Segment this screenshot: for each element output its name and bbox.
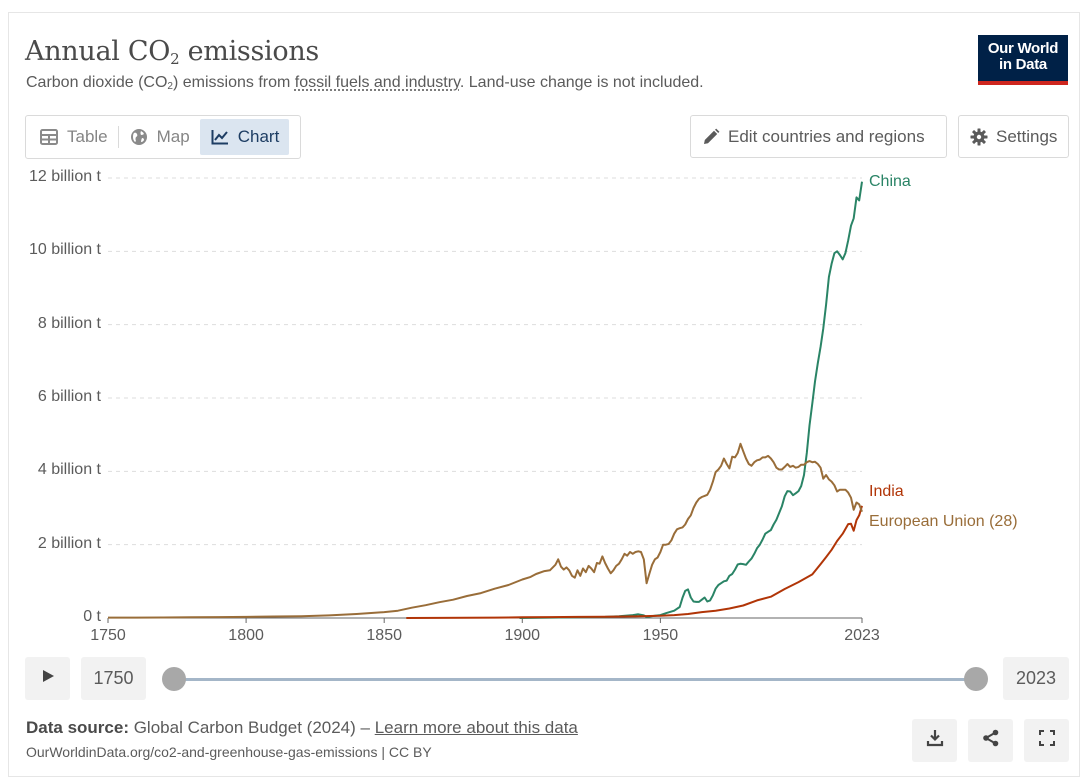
y-tick-label: 8 billion t (37, 314, 101, 332)
pencil-icon (702, 128, 720, 146)
globe-icon (129, 127, 149, 147)
source-url: OurWorldinData.org/co2-and-greenhouse-ga… (26, 744, 432, 760)
y-tick-label: 2 billion t (37, 534, 101, 552)
series-line-china (519, 181, 863, 619)
play-button[interactable] (25, 657, 70, 700)
y-tick-label: 0 t (83, 608, 101, 625)
timeline-start-handle[interactable] (162, 667, 186, 691)
chart-frame (8, 12, 1080, 777)
x-tick-label: 1900 (504, 627, 541, 644)
timeline-end-handle[interactable] (964, 667, 988, 691)
download-icon (926, 729, 944, 752)
owid-logo[interactable]: Our World in Data (978, 35, 1068, 85)
series-label[interactable]: India (869, 482, 904, 500)
end-year-box[interactable]: 2023 (1003, 657, 1069, 700)
edit-countries-button[interactable]: Edit countries and regions (690, 115, 947, 158)
y-tick-label: 6 billion t (37, 388, 101, 405)
x-tick-label: 1950 (642, 627, 679, 644)
table-icon (39, 127, 59, 147)
start-year-box[interactable]: 1750 (81, 657, 146, 700)
play-icon (41, 669, 55, 688)
x-tick-label: 1800 (228, 627, 264, 644)
chart-subtitle: Carbon dioxide (CO2) emissions from foss… (26, 74, 704, 92)
fullscreen-icon (1038, 730, 1055, 751)
fossil-fuels-link[interactable]: fossil fuels and industry (294, 74, 460, 91)
x-tick-label: 2023 (844, 627, 880, 644)
settings-button[interactable]: Settings (958, 115, 1069, 158)
line-chart-icon (210, 127, 230, 147)
y-tick-label: 4 billion t (37, 461, 101, 479)
series-line-european-union-28 (108, 442, 863, 619)
series-label[interactable]: European Union (28) (869, 512, 1018, 530)
y-tick-label: 10 billion t (28, 241, 101, 259)
data-source: Data source: Global Carbon Budget (2024)… (26, 718, 578, 737)
fullscreen-button[interactable] (1024, 719, 1069, 762)
x-tick-label: 1850 (366, 627, 402, 644)
learn-more-link[interactable]: Learn more about this data (374, 718, 578, 737)
share-button[interactable] (968, 719, 1013, 762)
x-tick-label: 1750 (90, 627, 126, 644)
download-button[interactable] (912, 719, 957, 762)
tab-map[interactable]: Map (119, 119, 200, 155)
chart-title: Annual CO2 emissions (25, 36, 319, 68)
timeline-track[interactable] (174, 678, 976, 681)
tab-chart[interactable]: Chart (199, 119, 290, 155)
gear-icon (970, 128, 988, 146)
y-tick-label: 12 billion t (28, 168, 101, 185)
view-tabs: Table Map Chart (25, 115, 301, 159)
share-icon (982, 729, 1000, 752)
series-line-india (406, 505, 863, 619)
tab-table[interactable]: Table (29, 119, 118, 155)
series-label[interactable]: China (869, 172, 911, 190)
